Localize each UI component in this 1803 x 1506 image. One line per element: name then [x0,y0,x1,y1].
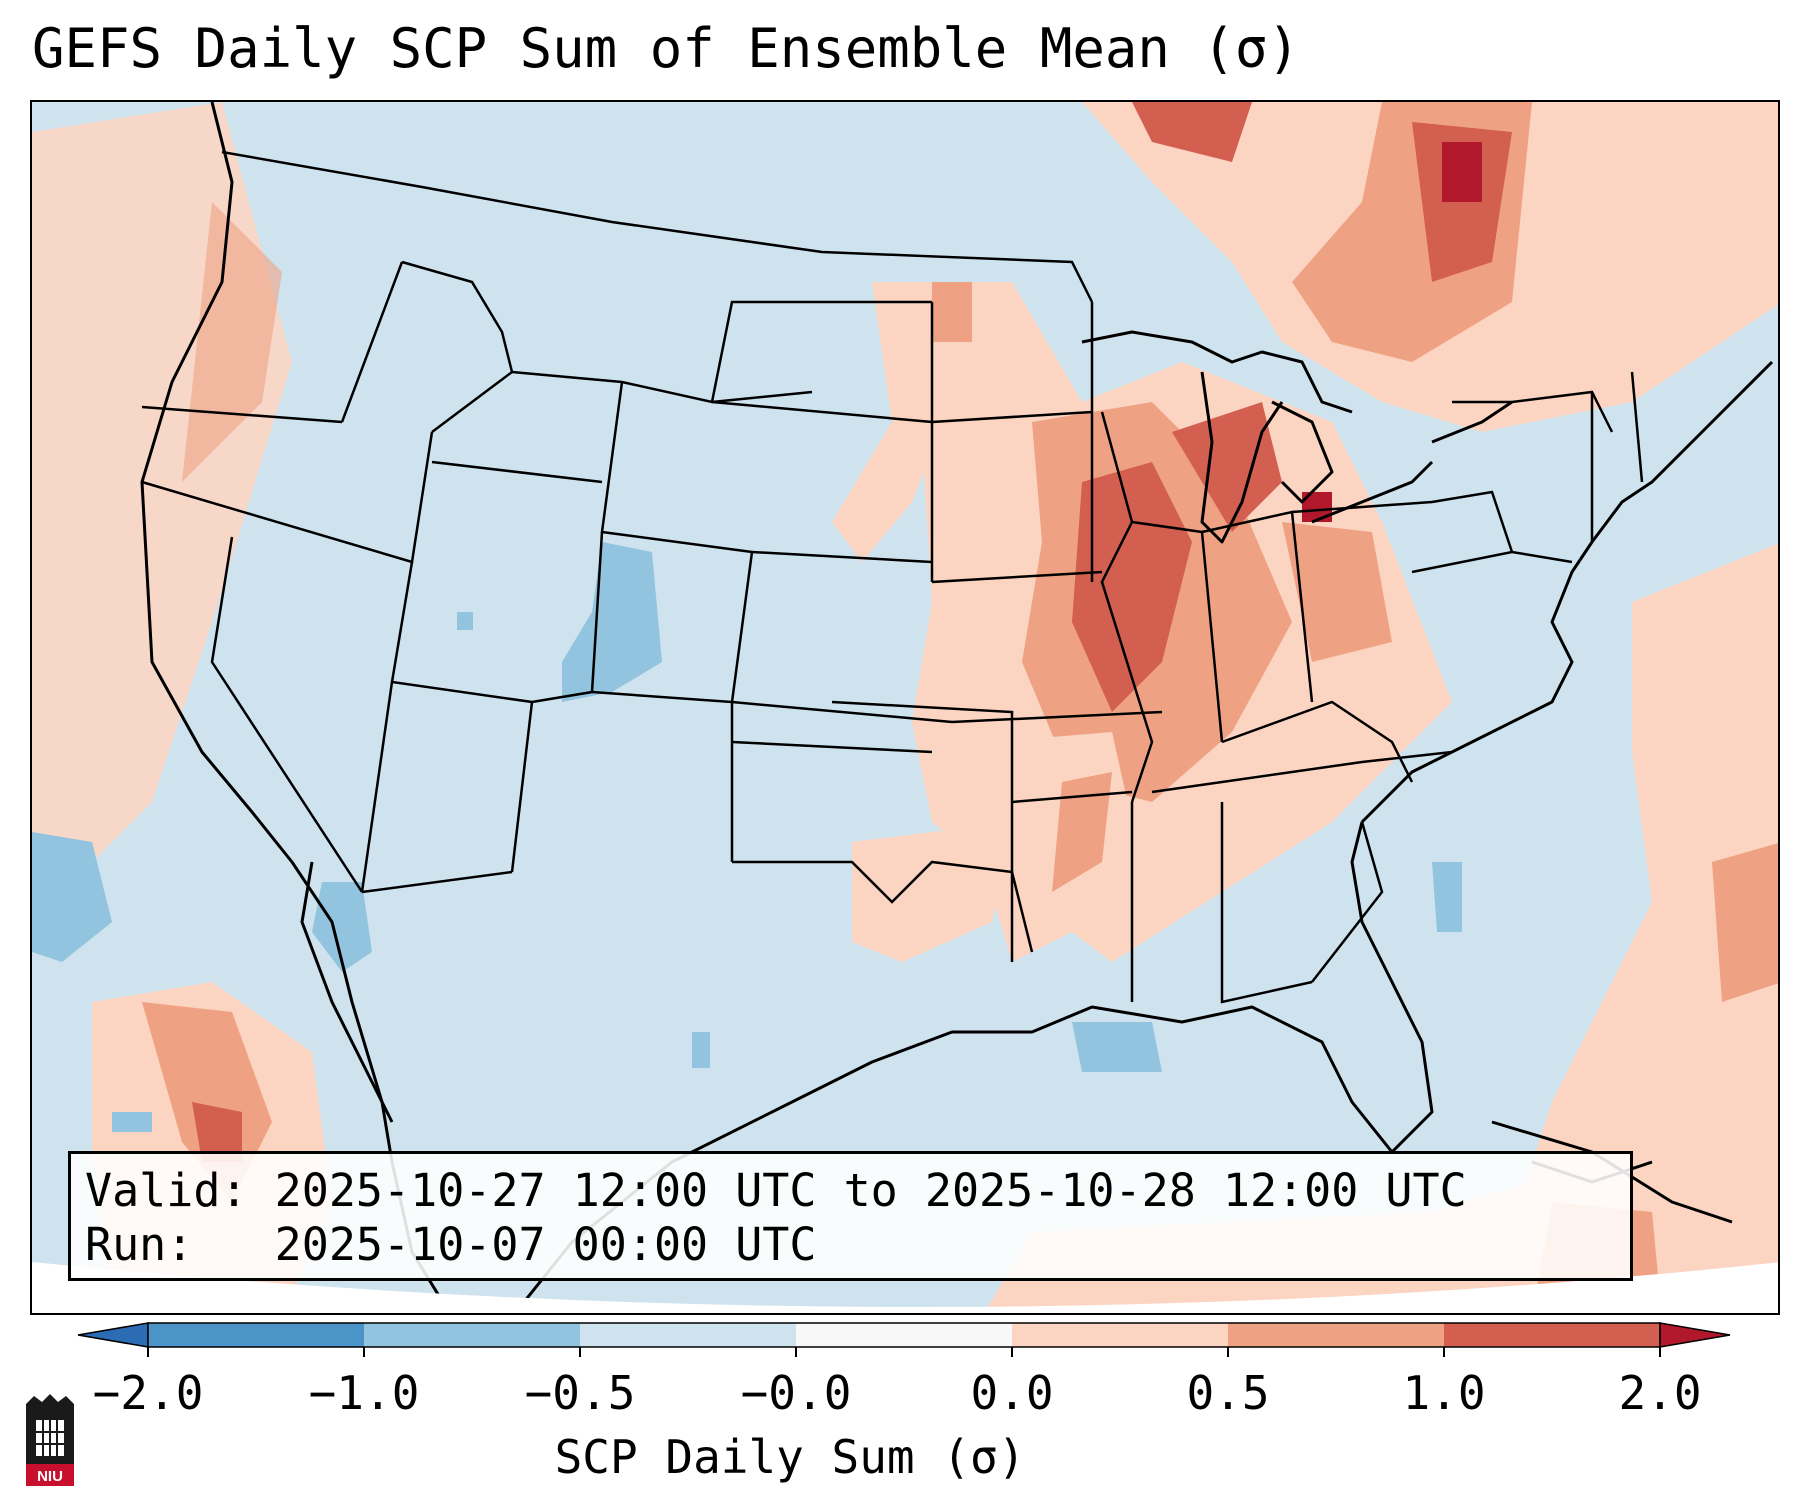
colorbar-tick-label: −0.5 [524,1366,636,1420]
map-canvas [32,102,1778,1313]
colorbar-label: SCP Daily Sum (σ) [554,1430,1026,1484]
scp-negative-field [32,542,1462,1132]
run-time-text: Run: 2025-10-07 00:00 UTC [85,1218,817,1271]
colorbar-tick-label: 0.5 [1186,1366,1270,1420]
colorbar-tick-label: 2.0 [1618,1366,1702,1420]
colorbar [77,1322,1731,1357]
colorbar-tick-label: −0.0 [740,1366,852,1420]
colorbar-bin [1012,1323,1229,1347]
colorbar-extend-high [1659,1322,1731,1348]
colorbar-tick-label: −1.0 [308,1366,420,1420]
colorbar-bin [148,1323,365,1347]
scp-anomaly-field [32,102,1778,1313]
coastlines [140,102,1774,1313]
validity-info-box: Valid: 2025-10-27 12:00 UTC to 2025-10-2… [68,1151,1633,1281]
valid-time-text: Valid: 2025-10-27 12:00 UTC to 2025-10-2… [85,1164,1467,1217]
map-title: GEFS Daily SCP Sum of Ensemble Mean (σ) [32,17,1300,80]
colorbar-bin [364,1323,581,1347]
colorbar-tick-label: 0.0 [970,1366,1054,1420]
projection-edge [32,1262,1778,1313]
state-borders [141,150,1644,1004]
colorbar-tick-label: 1.0 [1402,1366,1486,1420]
niu-logo: NIU [26,1394,74,1486]
logo-text: NIU [37,1468,63,1485]
colorbar-bin [796,1323,1013,1347]
colorbar-bin [1444,1323,1661,1347]
colorbar-tick-label: −2.0 [92,1366,204,1420]
colorbar-bin [580,1323,797,1347]
colorbar-bin [1228,1323,1445,1347]
colorbar-extend-low [77,1322,149,1348]
map-panel [30,100,1780,1315]
